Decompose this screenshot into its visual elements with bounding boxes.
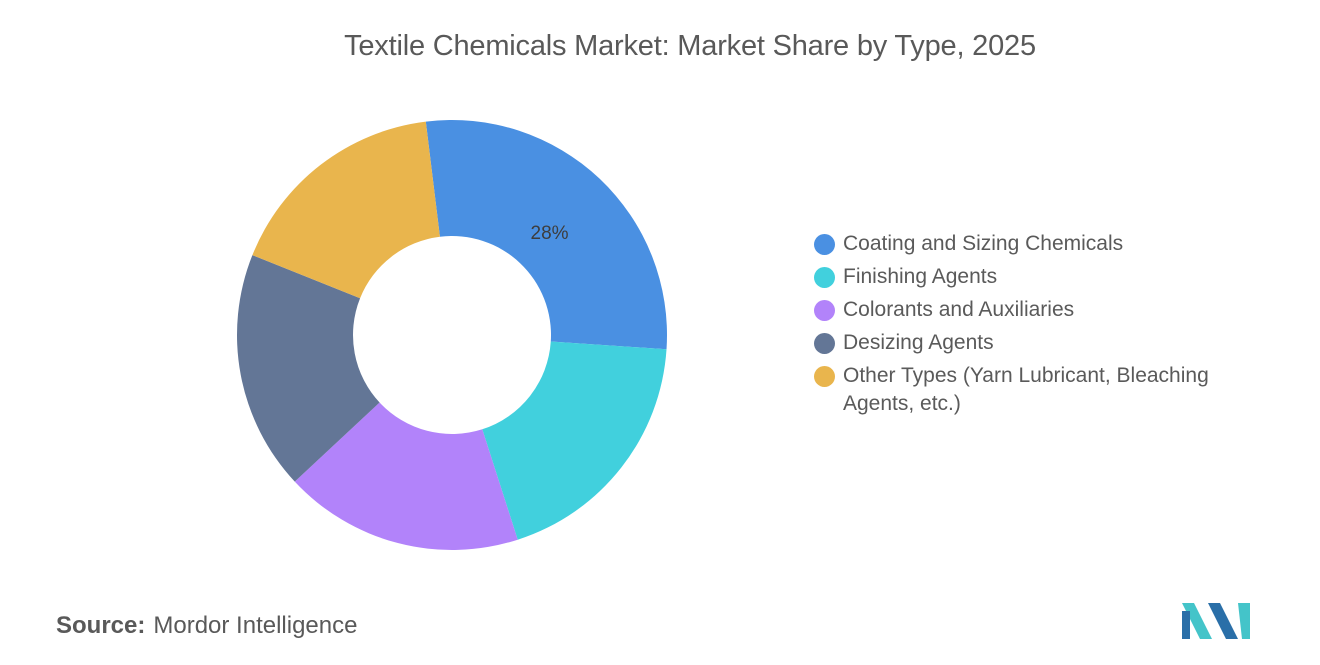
chart-title: Textile Chemicals Market: Market Share b…	[344, 30, 1036, 62]
legend-item-2: Finishing Agents	[812, 263, 1272, 291]
legend-label-4: Desizing Agents	[843, 331, 994, 354]
donut-slice-5	[252, 121, 440, 299]
source-note: Source: Mordor Intelligence	[56, 612, 357, 640]
mordor-intelligence-logo	[1182, 603, 1250, 639]
source-label: Source:	[56, 612, 146, 639]
legend-swatch-3	[814, 300, 835, 321]
donut-slice-4	[237, 255, 380, 482]
data-label-1: 28%	[531, 223, 569, 244]
logo-shape-mid	[1208, 603, 1238, 639]
logo-shape-right	[1238, 603, 1250, 639]
donut-slice-3	[294, 402, 518, 550]
legend-label-2: Finishing Agents	[843, 265, 998, 288]
legend-label-5: Other Types (Yarn Lubricant, Bleaching A…	[843, 364, 1209, 415]
legend-item-1: Coating and Sizing Chemicals	[812, 230, 1272, 258]
source-value: Mordor Intelligence	[153, 612, 358, 639]
legend-swatch-2	[814, 267, 835, 288]
donut-slice-1	[425, 119, 668, 350]
legend-swatch-4	[814, 333, 835, 354]
legend-label-3: Colorants and Auxiliaries	[843, 298, 1075, 321]
logo-shape-left-bar	[1182, 611, 1190, 639]
legend-item-3: Colorants and Auxiliaries	[812, 296, 1272, 324]
legend-item-5: Other Types (Yarn Lubricant, Bleaching A…	[812, 362, 1272, 418]
donut-slice-2	[482, 341, 667, 540]
legend: Coating and Sizing Chemicals Finishing Ag…	[812, 230, 1272, 423]
legend-item-4: Desizing Agents	[812, 329, 1272, 357]
legend-swatch-5	[814, 366, 835, 387]
legend-label-1: Coating and Sizing Chemicals	[843, 232, 1124, 255]
legend-swatch-1	[814, 234, 835, 255]
